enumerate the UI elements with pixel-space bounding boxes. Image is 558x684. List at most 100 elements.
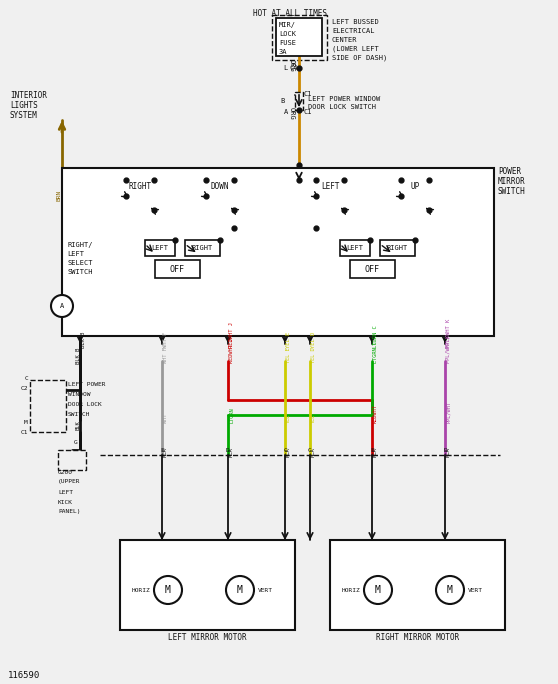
Text: POWER: POWER [498,168,521,176]
Bar [155,260,200,278]
Text: A: A [60,303,64,309]
Text: LOCK: LOCK [279,31,296,37]
Text: INTERIOR: INTERIOR [10,90,47,99]
Text: C4: C4 [290,65,299,71]
Text: C1: C1 [303,109,311,115]
Bar [350,260,395,278]
Text: E: E [370,448,374,453]
Text: LEFT: LEFT [67,251,84,257]
Text: RIGHT: RIGHT [386,245,408,251]
Text: D: D [443,448,447,453]
Text: LEFT: LEFT [321,182,339,191]
Text: LEFT BUSSED: LEFT BUSSED [332,19,379,25]
Text: MIRROR: MIRROR [498,178,526,187]
Bar [120,540,295,630]
Bar [380,240,415,256]
Text: YEL E: YEL E [286,347,291,363]
Text: WINDOW: WINDOW [68,393,90,397]
Text: LEFT MIRROR MOTOR: LEFT MIRROR MOTOR [168,633,247,642]
Text: M: M [375,585,381,595]
Text: LEFT POWER WINDOW: LEFT POWER WINDOW [308,96,380,102]
Text: YEL E: YEL E [286,332,291,348]
Text: C: C [24,376,28,380]
Text: VERT: VERT [258,588,273,592]
Text: OFF: OFF [170,265,185,274]
Text: HOT AT ALL TIMES: HOT AT ALL TIMES [253,8,327,18]
Text: RIGHT: RIGHT [128,182,152,191]
Circle shape [226,576,254,604]
Text: C1: C1 [303,91,311,97]
Text: C1: C1 [21,430,28,434]
Text: C: C [283,448,287,453]
Bar [145,240,175,256]
Text: B: B [281,98,285,104]
Text: WHT F: WHT F [163,347,168,363]
Text: LTGRN: LTGRN [229,408,234,423]
Text: RIGHT: RIGHT [191,245,213,251]
Text: WHT: WHT [163,414,168,423]
Text: LTGRN C: LTGRN C [373,326,378,348]
Text: SWITCH: SWITCH [68,412,90,417]
Text: ELECTRICAL: ELECTRICAL [332,28,374,34]
Text: FUSE: FUSE [279,40,296,46]
Bar [276,18,322,56]
Text: YEL: YEL [286,414,291,423]
Text: CENTER: CENTER [332,37,358,43]
Text: BLK B: BLK B [75,348,80,365]
Text: REDWHT J: REDWHT J [229,322,234,348]
Text: BLK: BLK [75,420,80,430]
Bar [340,240,370,256]
Text: LIGHTS: LIGHTS [10,101,38,109]
Text: M: M [447,585,453,595]
Text: C: C [308,448,312,453]
Text: REDWHT: REDWHT [373,404,378,423]
Text: NCA: NCA [311,447,316,457]
Bar [30,380,66,432]
Bar [62,168,494,336]
Bar [58,450,86,470]
Text: E: E [160,448,164,453]
Text: YEL: YEL [311,414,316,423]
Circle shape [364,576,392,604]
Text: M: M [165,585,171,595]
Text: DOOR LOCK SWITCH: DOOR LOCK SWITCH [308,104,376,110]
Text: HORIZ: HORIZ [131,588,150,592]
Circle shape [436,576,464,604]
Text: SIDE OF DASH): SIDE OF DASH) [332,55,387,62]
Text: NCA: NCA [286,447,291,457]
Text: WHT F: WHT F [163,332,168,348]
Bar [272,15,327,60]
Text: 3A: 3A [279,49,287,55]
Text: PPL/WHT K: PPL/WHT K [446,319,451,348]
Text: SELECT: SELECT [67,260,93,266]
Text: PPL/WHT K: PPL/WHT K [446,335,451,363]
Text: YEL D: YEL D [311,347,316,363]
Bar [330,540,505,630]
Text: BLK B: BLK B [81,332,86,348]
Text: SWITCH: SWITCH [67,269,93,275]
Text: RIGHT MIRROR MOTOR: RIGHT MIRROR MOTOR [376,633,459,642]
Text: G200: G200 [58,469,73,475]
Text: PANEL): PANEL) [58,510,80,514]
Text: BRN: BRN [56,190,61,201]
Text: L: L [284,65,288,71]
Text: 116590: 116590 [8,672,40,681]
Text: NCA: NCA [163,447,168,457]
Text: RIGHT/: RIGHT/ [67,242,93,248]
Text: MIR/: MIR/ [279,22,296,28]
Circle shape [154,576,182,604]
Text: YEL D: YEL D [311,332,316,348]
Text: (UPPER: (UPPER [58,479,80,484]
Text: C2: C2 [21,386,28,391]
Text: D: D [226,448,230,453]
Text: ORG: ORG [289,60,295,72]
Text: M: M [24,419,28,425]
Text: (LOWER LEFT: (LOWER LEFT [332,46,379,52]
Text: NCA: NCA [446,447,451,457]
Text: PPL/WHT: PPL/WHT [446,401,451,423]
Text: M: M [237,585,243,595]
Text: NCA: NCA [373,447,378,457]
Bar [185,240,220,256]
Text: LEFT: LEFT [347,245,363,251]
Text: VERT: VERT [468,588,483,592]
